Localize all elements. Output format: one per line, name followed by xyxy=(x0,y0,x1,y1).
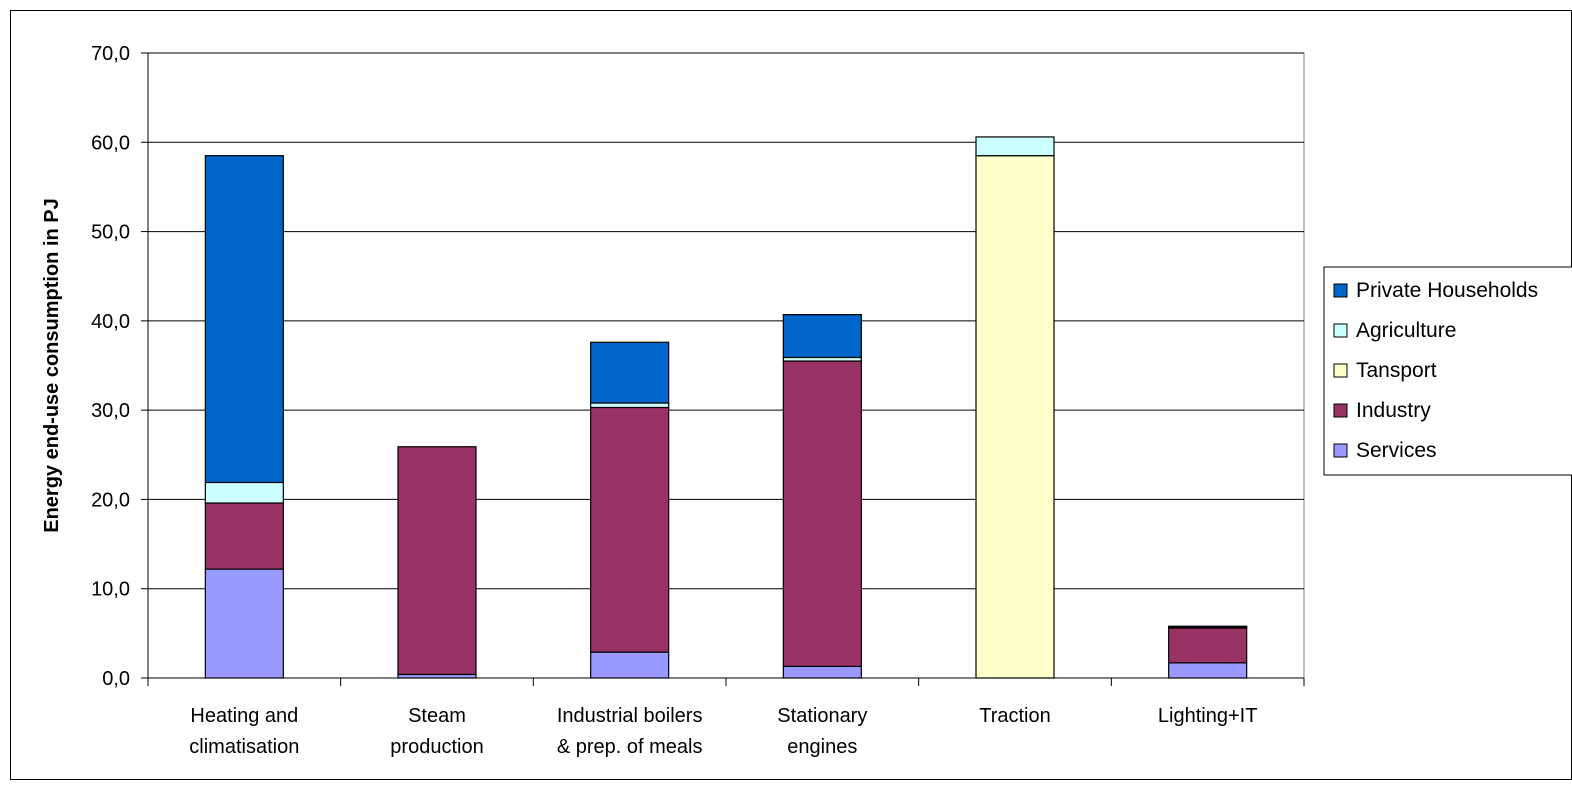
y-tick-label: 40,0 xyxy=(91,311,130,333)
legend-label: Industry xyxy=(1356,399,1431,422)
legend-swatch xyxy=(1333,443,1348,458)
legend-box xyxy=(1323,266,1572,476)
bar-segment-private-households xyxy=(590,341,670,404)
x-category-label: climatisation xyxy=(189,736,299,758)
bar-segment-industry xyxy=(397,446,477,676)
bar-segment-agriculture xyxy=(975,136,1055,157)
y-tick-label: 10,0 xyxy=(91,579,130,601)
bar-segment-services xyxy=(1168,662,1248,679)
bar-segment-private-households xyxy=(204,155,284,484)
bar-segment-services xyxy=(782,665,862,679)
legend-swatch xyxy=(1333,363,1348,378)
legend-swatch xyxy=(1333,403,1348,418)
y-tick-label: 50,0 xyxy=(91,222,130,244)
x-category-label: Steam xyxy=(408,705,466,727)
x-category-label: Heating and xyxy=(190,705,298,727)
bar-segment-services xyxy=(590,651,670,679)
y-tick-label: 70,0 xyxy=(91,43,130,65)
legend-label: Tansport xyxy=(1356,359,1437,382)
legend-label: Services xyxy=(1356,439,1437,462)
legend-label: Private Households xyxy=(1356,279,1538,302)
bar-segment-industry xyxy=(782,360,862,667)
y-tick-label: 30,0 xyxy=(91,400,130,422)
bar-segment-agriculture xyxy=(204,481,284,504)
bar-segment-private-households xyxy=(1168,625,1248,628)
y-tick-label: 60,0 xyxy=(91,132,130,154)
y-tick-label: 0,0 xyxy=(102,668,130,690)
bar-segment-industry xyxy=(204,502,284,570)
legend-swatch xyxy=(1333,323,1348,338)
x-category-label: engines xyxy=(787,736,857,758)
x-category-label: Stationary xyxy=(777,705,867,727)
bar-segment-tansport xyxy=(975,155,1055,679)
bar-segment-private-households xyxy=(782,314,862,359)
x-category-label: production xyxy=(390,736,483,758)
bar-segment-agriculture xyxy=(590,402,670,409)
x-category-label: Lighting+IT xyxy=(1158,705,1258,727)
x-category-label: Traction xyxy=(979,705,1051,727)
x-category-label: & prep. of meals xyxy=(557,736,703,758)
legend-label: Agriculture xyxy=(1356,319,1456,342)
bar-segment-services xyxy=(204,568,284,679)
plot-area xyxy=(147,52,1305,679)
y-tick-label: 20,0 xyxy=(91,489,130,511)
x-category-label: Industrial boilers xyxy=(557,705,703,727)
legend-swatch xyxy=(1333,283,1348,298)
bar-segment-industry xyxy=(590,406,670,653)
bar-segment-industry xyxy=(1168,627,1248,664)
y-axis-title: Energy end-use consumption in PJ xyxy=(41,198,63,533)
